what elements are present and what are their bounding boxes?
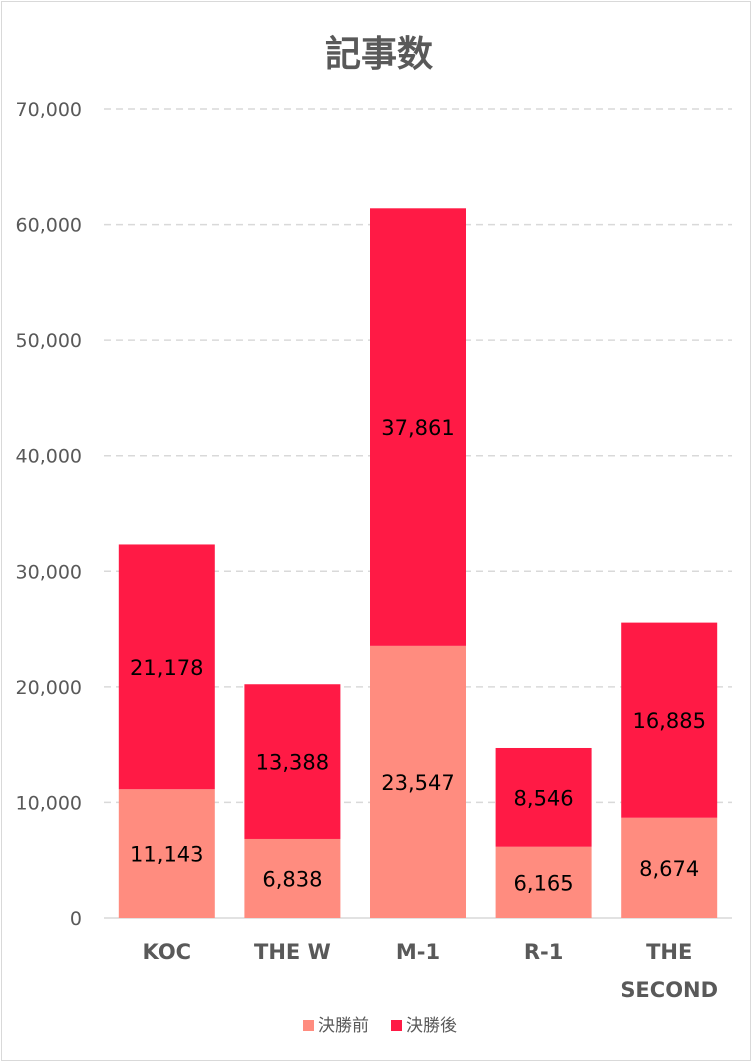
bar-pre-final [495,846,592,918]
bar-post-final [118,544,215,790]
legend-swatch [391,1020,402,1031]
y-tick-label: 10,000 [16,792,82,814]
data-label: 8,674 [639,857,699,881]
x-tick-label: THE [646,940,692,964]
y-tick-label: 50,000 [16,330,82,352]
y-tick-label: 40,000 [16,446,82,468]
data-label: 23,547 [381,771,454,795]
x-axis-ticks: KOC THE W M-1 R-1 THE SECOND [143,940,719,1002]
data-labels: 11,143 21,178 6,838 13,388 23,547 37,861 6,165… [130,416,706,895]
data-label: 13,388 [256,751,329,775]
y-tick-label: 70,000 [16,99,82,121]
bar-post-final [244,684,341,839]
legend-label: 決勝後 [406,1016,457,1036]
bar-pre-final [621,817,718,918]
bar-post-final [621,622,718,818]
x-tick-label: M-1 [396,940,440,964]
bar-post-final [495,747,592,847]
legend-label: 決勝前 [318,1016,369,1036]
data-label: 37,861 [381,416,454,440]
data-label: 16,885 [632,709,705,733]
data-label: 6,838 [262,867,322,891]
bars [118,208,718,918]
data-label: 6,165 [514,871,574,895]
data-label: 8,546 [514,786,574,810]
bar-post-final [370,208,466,646]
y-axis-ticks: 0 10,000 20,000 30,000 40,000 50,000 60,000 70,… [16,99,82,930]
x-tick-label: SECOND [620,978,718,1002]
y-tick-label: 30,000 [16,561,82,583]
data-label: 21,178 [130,656,203,680]
y-tick-label: 60,000 [16,215,82,237]
x-tick-label: R-1 [524,940,564,964]
x-tick-label: KOC [143,940,192,964]
legend: 決勝前 決勝後 [303,1016,457,1036]
bar-pre-final [118,789,215,918]
chart-title: 記事数 [325,34,433,75]
y-tick-label: 20,000 [16,677,82,699]
y-tick-label: 0 [70,908,82,930]
bar-pre-final [244,838,341,918]
data-label: 11,143 [130,843,203,867]
x-tick-label: THE W [254,940,331,964]
legend-swatch [303,1020,314,1031]
bar-pre-final [370,645,466,918]
